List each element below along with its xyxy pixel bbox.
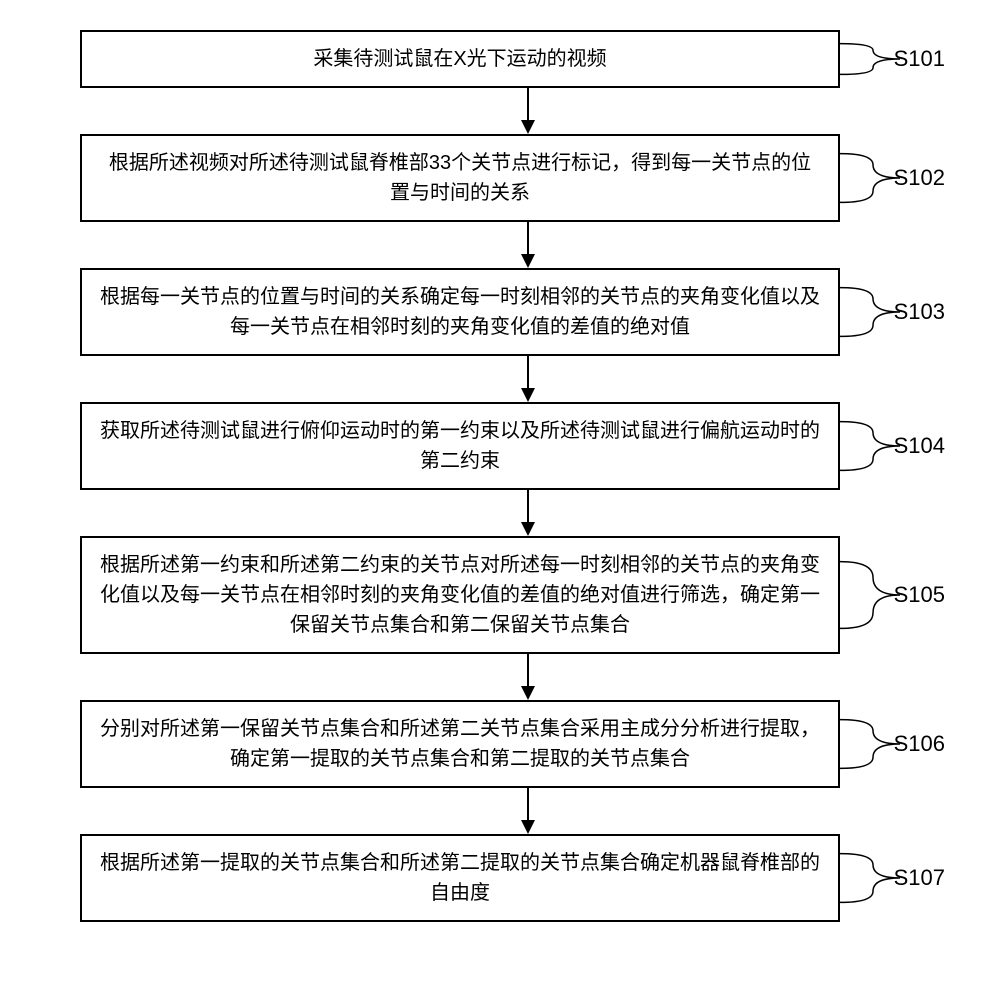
- step-box-S106: 分别对所述第一保留关节点集合和所述第二关节点集合采用主成分分析进行提取，确定第一…: [80, 700, 840, 788]
- step-row: 根据所述第一提取的关节点集合和所述第二提取的关节点集合确定机器鼠脊椎部的自由度 S…: [20, 834, 975, 922]
- down-arrow-icon: [518, 88, 538, 134]
- step-row: 分别对所述第一保留关节点集合和所述第二关节点集合采用主成分分析进行提取，确定第一…: [20, 700, 975, 788]
- flowchart-container: 采集待测试鼠在X光下运动的视频 S101 根据所述视频对所述待测试鼠脊椎部33个关节…: [20, 30, 975, 922]
- step-row: 采集待测试鼠在X光下运动的视频 S101: [20, 30, 975, 88]
- arrow-connector: [148, 490, 908, 536]
- down-arrow-icon: [518, 654, 538, 700]
- step-box-S107: 根据所述第一提取的关节点集合和所述第二提取的关节点集合确定机器鼠脊椎部的自由度: [80, 834, 840, 922]
- brace-connector: [840, 42, 900, 77]
- step-row: 根据每一关节点的位置与时间的关系确定每一时刻相邻的关节点的夹角变化值以及每一关节…: [20, 268, 975, 356]
- step-box-S104: 获取所述待测试鼠进行俯仰运动时的第一约束以及所述待测试鼠进行偏航运动时的第二约束: [80, 402, 840, 490]
- step-label-S102: S102: [894, 165, 945, 191]
- arrow-connector: [148, 356, 908, 402]
- brace-connector: [840, 718, 900, 771]
- step-box-S103: 根据每一关节点的位置与时间的关系确定每一时刻相邻的关节点的夹角变化值以及每一关节…: [80, 268, 840, 356]
- arrow-connector: [148, 788, 908, 834]
- step-row: 获取所述待测试鼠进行俯仰运动时的第一约束以及所述待测试鼠进行偏航运动时的第二约束…: [20, 402, 975, 490]
- step-label-S105: S105: [894, 582, 945, 608]
- brace-connector: [840, 560, 900, 631]
- step-label-S103: S103: [894, 299, 945, 325]
- down-arrow-icon: [518, 490, 538, 536]
- step-row: 根据所述第一约束和所述第二约束的关节点对所述每一时刻相邻的关节点的夹角变化值以及…: [20, 536, 975, 654]
- step-box-S101: 采集待测试鼠在X光下运动的视频: [80, 30, 840, 88]
- arrow-connector: [148, 654, 908, 700]
- down-arrow-icon: [518, 788, 538, 834]
- down-arrow-icon: [518, 356, 538, 402]
- brace-connector: [840, 286, 900, 339]
- step-label-S106: S106: [894, 731, 945, 757]
- arrow-connector: [148, 88, 908, 134]
- step-label-S101: S101: [894, 46, 945, 72]
- step-box-S105: 根据所述第一约束和所述第二约束的关节点对所述每一时刻相邻的关节点的夹角变化值以及…: [80, 536, 840, 654]
- step-box-S102: 根据所述视频对所述待测试鼠脊椎部33个关节点进行标记，得到每一关节点的位置与时间…: [80, 134, 840, 222]
- down-arrow-icon: [518, 222, 538, 268]
- brace-connector: [840, 152, 900, 205]
- step-label-S107: S107: [894, 865, 945, 891]
- step-label-S104: S104: [894, 433, 945, 459]
- brace-connector: [840, 852, 900, 905]
- step-row: 根据所述视频对所述待测试鼠脊椎部33个关节点进行标记，得到每一关节点的位置与时间…: [20, 134, 975, 222]
- arrow-connector: [148, 222, 908, 268]
- brace-connector: [840, 420, 900, 473]
